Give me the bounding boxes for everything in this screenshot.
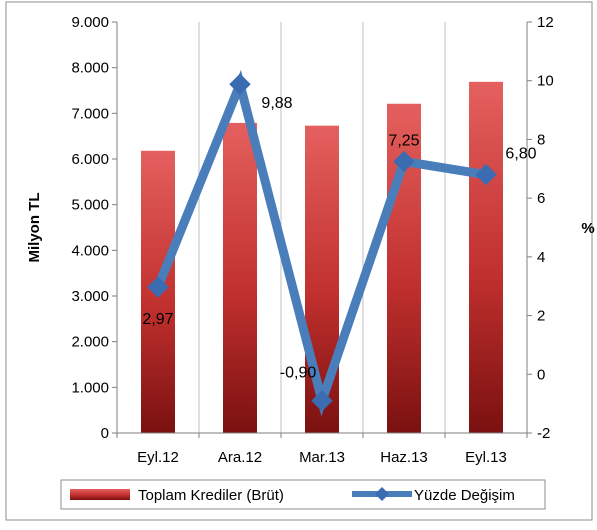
bar-Eyl.13 [469, 81, 503, 433]
bar-Mar.13 [305, 125, 339, 433]
y-tick-label-left: 0 [101, 425, 109, 442]
y-tick-label-right: 10 [537, 73, 554, 90]
line-marker-Eyl.13 [475, 163, 497, 186]
outer-frame [5, 1, 593, 521]
legend-swatch-marker [375, 487, 389, 501]
y-tick-label-right: 0 [537, 366, 545, 383]
y-tick-label-right: 6 [537, 190, 545, 207]
y-tick-label-left: 2.000 [71, 334, 109, 351]
line-marker-Mar.13 [311, 390, 333, 412]
legend-box [60, 479, 546, 510]
y-tick-label-left: 8.000 [71, 60, 109, 77]
legend: Toplam Krediler (Brüt) Yüzde Değişim [60, 479, 546, 510]
x-tick-label: Ara.12 [218, 449, 262, 466]
axes: 0 1.000 2.000 3.000 4.000 5.000 6.000 7.000 8.00… [26, 14, 595, 466]
y-tick-label-left: 4.000 [71, 242, 109, 259]
y-axis-title-left: Milyon TL [26, 193, 43, 263]
line-marker-Haz.13 [393, 150, 415, 173]
y-axis-title-right: % [581, 220, 594, 237]
data-label: 7,25 [388, 132, 419, 149]
y-tick-label-right: 2 [537, 308, 545, 325]
x-tick-label: Haz.13 [380, 449, 428, 466]
data-labels: 2,97 9,88 -0,90 7,25 6,80 [142, 95, 536, 381]
data-label: -0,90 [280, 365, 317, 382]
y-tick-label-left: 1.000 [71, 379, 109, 396]
y-tick-label-left: 5.000 [71, 197, 109, 214]
y-tick-label-right: 4 [537, 249, 545, 266]
y-tick-label-left: 6.000 [71, 151, 109, 168]
y-tick-label-right: 12 [537, 14, 554, 31]
legend-label-line: Yüzde Değişim [414, 487, 515, 504]
y-tick-label-right: -2 [537, 425, 550, 442]
y-tick-label-left: 7.000 [71, 105, 109, 122]
legend-swatch-bars [70, 489, 130, 500]
line-marker-Ara.12 [229, 73, 251, 95]
x-tick-label: Mar.13 [299, 449, 345, 466]
data-label: 9,88 [261, 95, 292, 112]
line-series [147, 69, 497, 417]
legend-label-bars: Toplam Krediler (Brüt) [138, 487, 284, 504]
data-label: 2,97 [142, 311, 173, 328]
y-tick-label-left: 3.000 [71, 288, 109, 305]
y-tick-label-right: 8 [537, 131, 545, 148]
line-marker-Eyl.12 [147, 276, 169, 298]
data-label: 6,80 [505, 146, 536, 163]
x-tick-label: Eyl.12 [137, 449, 179, 466]
x-tick-label: Eyl.13 [465, 449, 507, 466]
bar-series [141, 81, 503, 433]
y-tick-label-left: 9.000 [71, 14, 109, 31]
bar-Ara.12 [223, 122, 257, 433]
